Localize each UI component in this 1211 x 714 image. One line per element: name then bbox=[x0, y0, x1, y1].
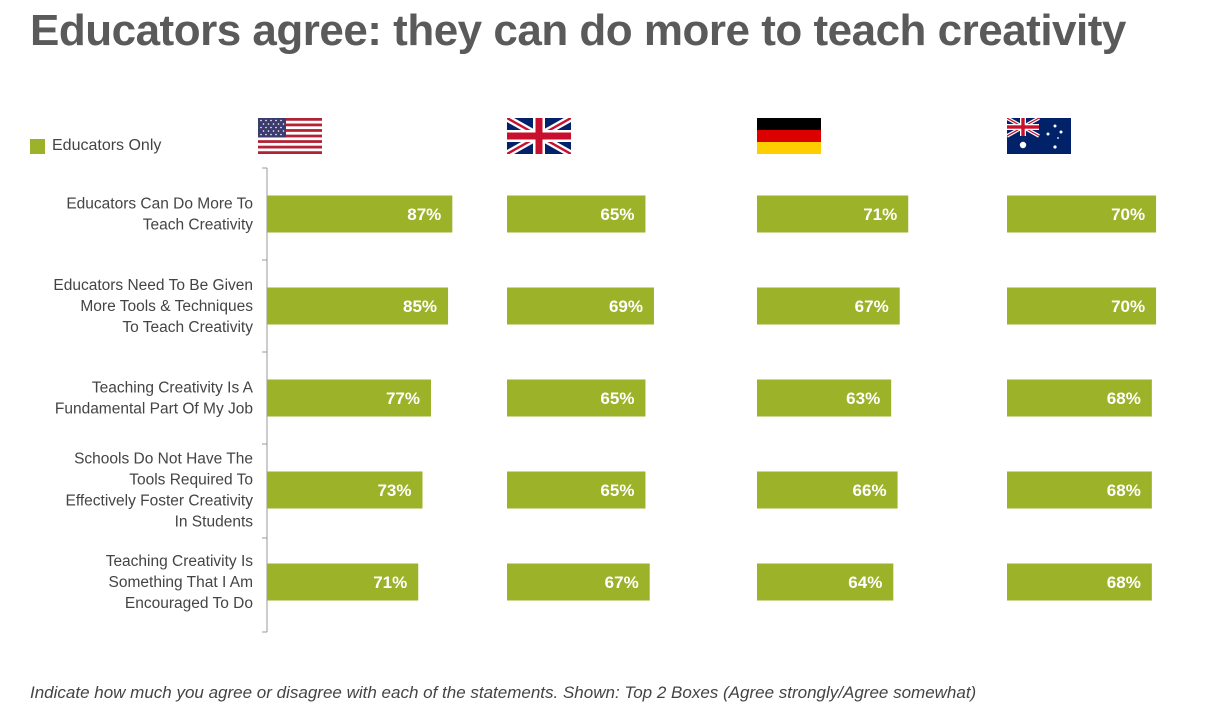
data-label: 65% bbox=[600, 205, 634, 224]
bar bbox=[507, 471, 646, 509]
page-title: Educators agree: they can do more to tea… bbox=[30, 6, 1126, 55]
bar bbox=[267, 563, 419, 601]
legend-swatch bbox=[30, 138, 45, 154]
data-label: 68% bbox=[1107, 481, 1141, 500]
bar bbox=[757, 195, 909, 233]
bar bbox=[1007, 195, 1157, 233]
footnote: Indicate how much you agree or disagree … bbox=[30, 683, 977, 702]
bar bbox=[267, 195, 453, 233]
data-label: 70% bbox=[1111, 205, 1145, 224]
bar bbox=[1007, 287, 1157, 325]
data-label: 63% bbox=[846, 389, 880, 408]
us-flag-icon bbox=[258, 118, 322, 154]
bar bbox=[507, 195, 646, 233]
data-label: 68% bbox=[1107, 573, 1141, 592]
data-label: 66% bbox=[853, 481, 887, 500]
bar bbox=[507, 379, 646, 417]
bar bbox=[757, 471, 898, 509]
category-label: Teaching Creativity Is Something That I A… bbox=[106, 553, 254, 612]
bar bbox=[1007, 563, 1152, 601]
data-label: 71% bbox=[373, 573, 407, 592]
data-label: 87% bbox=[407, 205, 441, 224]
category-label: Schools Do Not Have The Tools Required To… bbox=[66, 451, 254, 531]
category-label: Educators Need To Be Given More Tools & T… bbox=[53, 277, 253, 336]
bar bbox=[757, 379, 892, 417]
legend: Educators Only bbox=[30, 137, 161, 155]
bar bbox=[1007, 471, 1152, 509]
bar bbox=[267, 287, 449, 325]
bar bbox=[1007, 379, 1152, 417]
bar bbox=[267, 471, 423, 509]
uk-flag-icon bbox=[507, 118, 571, 154]
data-label: 77% bbox=[386, 389, 420, 408]
category-label: Teaching Creativity Is A Fundamental Part… bbox=[55, 380, 254, 418]
bar bbox=[507, 563, 650, 601]
data-label: 73% bbox=[377, 481, 411, 500]
australia-flag-icon bbox=[1007, 118, 1071, 154]
legend-label: Educators Only bbox=[52, 137, 162, 154]
category-label: Educators Can Do More To Teach Creativity bbox=[66, 196, 253, 234]
data-label: 85% bbox=[403, 297, 437, 316]
data-label: 68% bbox=[1107, 389, 1141, 408]
bar bbox=[507, 287, 654, 325]
data-label: 67% bbox=[605, 573, 639, 592]
data-label: 67% bbox=[855, 297, 889, 316]
data-label: 70% bbox=[1111, 297, 1145, 316]
data-label: 69% bbox=[609, 297, 643, 316]
data-label: 64% bbox=[848, 573, 882, 592]
bar bbox=[267, 379, 432, 417]
data-label: 65% bbox=[600, 389, 634, 408]
bar bbox=[757, 563, 894, 601]
data-label: 65% bbox=[600, 481, 634, 500]
data-label: 71% bbox=[863, 205, 897, 224]
bar bbox=[757, 287, 900, 325]
germany-flag-icon bbox=[757, 118, 821, 154]
